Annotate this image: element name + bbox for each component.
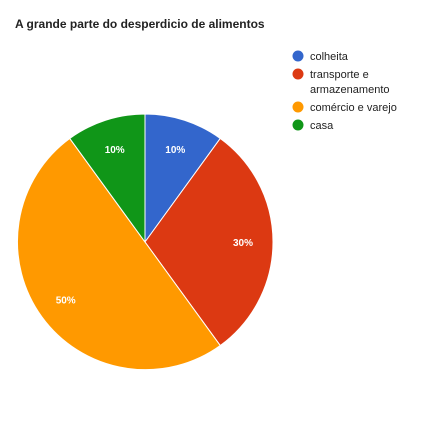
slice-label-casa: 10% [105, 145, 125, 156]
legend-swatch [292, 101, 304, 113]
pie-slices [16, 113, 274, 371]
legend-swatch [292, 119, 304, 131]
legend-item-transporte-e-armazenamento[interactable]: transporte e armazenamento [292, 68, 390, 97]
pie-slice-comércio-e-varejo[interactable] [16, 137, 221, 371]
pie-slice-casa[interactable] [69, 113, 146, 244]
legend-item-colheita[interactable]: colheita [292, 50, 349, 64]
legend-label: comércio e varejo [310, 102, 397, 114]
legend-label: transporte e [310, 69, 369, 81]
legend: colheita transporte e armazenamento comérci… [292, 50, 397, 133]
legend-label: colheita [310, 51, 349, 63]
pie-slice-colheita[interactable] [144, 113, 221, 244]
legend-item-casa[interactable]: casa [292, 119, 335, 133]
pie-slice-labels: 10% 30% 50% 10% [56, 145, 253, 307]
legend-label: armazenamento [310, 84, 390, 96]
legend-swatch [292, 50, 304, 62]
legend-swatch [292, 68, 304, 80]
slice-label-colheita: 10% [165, 145, 185, 156]
slice-label-transporte-e-armazenamento: 30% [233, 238, 253, 249]
legend-label: casa [310, 120, 334, 132]
legend-item-comércio-e-varejo[interactable]: comércio e varejo [292, 101, 397, 115]
slice-label-comércio-e-varejo: 50% [56, 296, 76, 307]
pie-slice-transporte-e-armazenamento[interactable] [144, 137, 274, 347]
chart-title: A grande parte do desperdicio de aliment… [15, 17, 265, 31]
